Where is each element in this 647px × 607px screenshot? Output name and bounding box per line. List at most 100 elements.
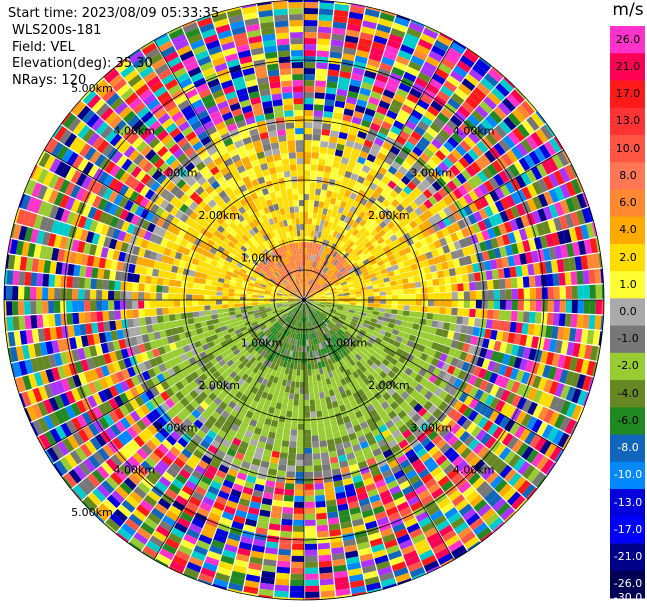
velocity-gate [267,367,274,375]
velocity-gate [220,351,228,359]
velocity-gate [517,461,531,476]
velocity-gate [509,422,521,436]
velocity-gate [443,431,455,443]
velocity-gate [302,304,304,310]
velocity-gate [392,374,401,383]
velocity-gate [374,137,385,147]
velocity-gate [187,318,195,325]
velocity-gate [404,171,415,181]
velocity-gate [382,469,393,479]
velocity-gate [291,306,297,311]
velocity-gate [81,411,93,425]
velocity-gate [437,270,445,279]
velocity-gate [6,316,14,332]
velocity-gate [364,278,372,284]
velocity-gate [423,209,433,219]
velocity-gate [394,16,410,27]
velocity-gate [304,339,307,346]
velocity-gate [457,300,464,308]
velocity-gate [373,303,380,308]
velocity-gate [291,356,295,364]
velocity-gate [323,308,330,313]
velocity-gate [293,326,297,333]
velocity-gate [367,292,374,297]
velocity-gate [281,320,287,327]
velocity-gate [496,156,509,170]
velocity-gate [215,528,229,538]
velocity-gate [186,306,193,313]
velocity-gate [203,420,214,430]
velocity-gate [423,163,434,174]
velocity-gate [463,136,476,149]
velocity-gate [425,174,436,185]
velocity-gate [371,370,379,379]
velocity-gate [307,285,311,291]
velocity-gate [366,382,375,391]
velocity-gate [379,490,391,500]
velocity-gate [77,428,90,443]
velocity-gate [359,421,369,430]
velocity-gate [323,220,329,228]
velocity-gate [212,370,221,379]
velocity-gate [408,282,416,289]
velocity-gate [288,447,297,454]
velocity-gate [478,196,489,208]
velocity-gate [365,133,376,143]
velocity-gate [367,488,379,498]
velocity-gate [269,355,275,363]
velocity-gate [218,359,227,367]
velocity-gate [453,378,463,389]
velocity-gate [204,556,220,567]
velocity-gate [222,291,229,296]
velocity-gate [398,165,408,176]
velocity-gate [500,197,511,210]
velocity-gate [344,203,352,211]
velocity-gate [119,404,130,417]
velocity-gate [283,392,290,399]
velocity-gate [421,259,430,268]
velocity-gate [361,509,374,519]
velocity-gate [314,275,318,281]
velocity-gate [518,157,531,172]
velocity-gate [307,301,314,305]
velocity-gate [120,417,131,430]
velocity-gate [138,292,145,300]
velocity-gate [426,504,441,516]
velocity-gate [489,190,500,202]
velocity-gate [505,405,517,419]
velocity-gate [467,245,476,255]
velocity-gate [291,417,298,424]
velocity-gate [342,356,349,364]
velocity-gate [450,115,463,127]
velocity-gate [464,451,477,464]
velocity-gate [368,395,377,404]
velocity-gate [321,183,328,191]
velocity-gate [539,235,549,249]
velocity-gate [459,140,472,153]
velocity-gate [309,399,316,406]
velocity-gate [513,356,523,369]
velocity-gate [156,285,163,293]
velocity-gate [441,227,450,237]
velocity-gate [420,494,434,506]
velocity-gate [311,288,316,294]
velocity-gate [570,372,581,388]
velocity-gate [185,443,196,454]
velocity-gate [407,316,415,323]
velocity-gate [412,323,420,331]
velocity-gate [568,227,578,242]
velocity-gate [345,139,355,148]
velocity-gate [204,348,213,356]
velocity-gate [463,291,470,300]
velocity-gate [314,194,321,202]
velocity-gate [451,300,458,308]
velocity-gate [386,327,394,334]
velocity-gate [468,438,480,451]
velocity-gate [160,401,171,412]
velocity-gate [198,305,205,312]
velocity-gate [533,147,546,162]
velocity-gate [257,515,270,524]
velocity-gate [249,356,257,364]
velocity-gate [305,278,308,285]
velocity-gate [505,208,515,221]
